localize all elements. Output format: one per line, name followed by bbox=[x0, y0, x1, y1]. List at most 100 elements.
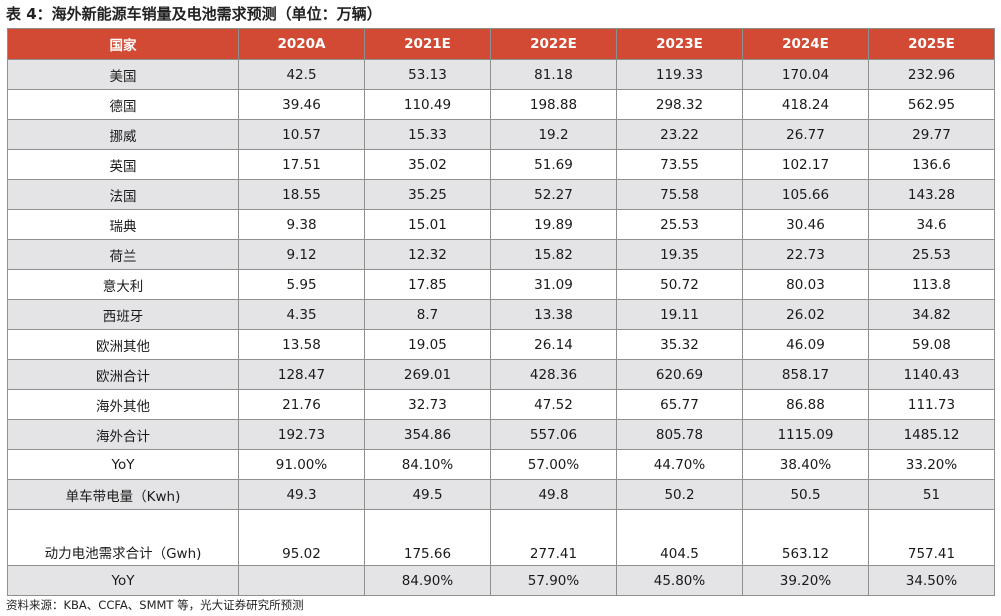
table-cell: 49.3 bbox=[238, 479, 365, 510]
table-cell: 31.09 bbox=[490, 269, 617, 300]
table-cell: 84.10% bbox=[364, 449, 491, 480]
table-cell: 404.5 bbox=[616, 509, 743, 566]
table-cell: 15.33 bbox=[364, 119, 491, 150]
table-cell: 19.89 bbox=[490, 209, 617, 240]
table-cell: 15.82 bbox=[490, 239, 617, 270]
table-cell: 91.00% bbox=[238, 449, 365, 480]
table-cell: 34.82 bbox=[868, 299, 995, 330]
table-row: 美国 42.5 53.13 81.18 119.33 170.04 232.96 bbox=[7, 59, 995, 90]
table-cell: 858.17 bbox=[742, 359, 869, 390]
table-cell: 49.8 bbox=[490, 479, 617, 510]
table-cell: 52.27 bbox=[490, 179, 617, 210]
row-label: 西班牙 bbox=[7, 299, 239, 330]
table-cell: 29.77 bbox=[868, 119, 995, 150]
table-cell: 9.12 bbox=[238, 239, 365, 270]
table-cell: 42.5 bbox=[238, 59, 365, 90]
table-body: 美国 42.5 53.13 81.18 119.33 170.04 232.96 德国 39.4… bbox=[7, 59, 995, 596]
table-cell: 38.40% bbox=[742, 449, 869, 480]
table-cell: 557.06 bbox=[490, 419, 617, 450]
table-cell: 17.85 bbox=[364, 269, 491, 300]
table-cell: 19.35 bbox=[616, 239, 743, 270]
column-header-year: 2024E bbox=[742, 28, 869, 60]
table-cell: 25.53 bbox=[616, 209, 743, 240]
table-cell: 30.46 bbox=[742, 209, 869, 240]
column-header-year: 2022E bbox=[490, 28, 617, 60]
table-cell: 1115.09 bbox=[742, 419, 869, 450]
table-row: 瑞典 9.38 15.01 19.89 25.53 30.46 34.6 bbox=[7, 209, 995, 240]
table-row: 意大利 5.95 17.85 31.09 50.72 80.03 113.8 bbox=[7, 269, 995, 300]
table-row: 挪威 10.57 15.33 19.2 23.22 26.77 29.77 bbox=[7, 119, 995, 150]
table-cell: 23.22 bbox=[616, 119, 743, 150]
table-row: 动力电池需求合计（Gwh) 95.02 175.66 277.41 404.5 563.1… bbox=[7, 509, 995, 566]
row-label: 法国 bbox=[7, 179, 239, 210]
table-cell: 65.77 bbox=[616, 389, 743, 420]
table-cell: 50.5 bbox=[742, 479, 869, 510]
table-cell: 1485.12 bbox=[868, 419, 995, 450]
table-cell: 143.28 bbox=[868, 179, 995, 210]
column-header-year: 2020A bbox=[238, 28, 365, 60]
table-cell: 232.96 bbox=[868, 59, 995, 90]
table-cell: 19.11 bbox=[616, 299, 743, 330]
table-cell: 428.36 bbox=[490, 359, 617, 390]
column-header-year: 2025E bbox=[868, 28, 995, 60]
table-cell: 170.04 bbox=[742, 59, 869, 90]
table-row: 欧洲合计 128.47 269.01 428.36 620.69 858.17 1140.4… bbox=[7, 359, 995, 390]
table-cell: 53.13 bbox=[364, 59, 491, 90]
table-cell: 175.66 bbox=[364, 509, 491, 566]
table-cell: 620.69 bbox=[616, 359, 743, 390]
table-cell: 13.58 bbox=[238, 329, 365, 360]
table-cell: 73.55 bbox=[616, 149, 743, 180]
table-cell: 35.02 bbox=[364, 149, 491, 180]
row-label: YoY bbox=[7, 565, 239, 596]
table-cell: 50.2 bbox=[616, 479, 743, 510]
table-row: 海外合计 192.73 354.86 557.06 805.78 1115.09 1485.… bbox=[7, 419, 995, 450]
row-label: 英国 bbox=[7, 149, 239, 180]
table-cell: 22.73 bbox=[742, 239, 869, 270]
table-cell: 51.69 bbox=[490, 149, 617, 180]
table-cell bbox=[238, 565, 365, 596]
table-cell: 563.12 bbox=[742, 509, 869, 566]
table-cell: 298.32 bbox=[616, 89, 743, 120]
table-cell: 13.38 bbox=[490, 299, 617, 330]
table-cell: 1140.43 bbox=[868, 359, 995, 390]
row-label: 荷兰 bbox=[7, 239, 239, 270]
table-cell: 105.66 bbox=[742, 179, 869, 210]
table-cell: 19.2 bbox=[490, 119, 617, 150]
table-cell: 47.52 bbox=[490, 389, 617, 420]
table-cell: 49.5 bbox=[364, 479, 491, 510]
table-cell: 198.88 bbox=[490, 89, 617, 120]
table-cell: 57.00% bbox=[490, 449, 617, 480]
row-label: 挪威 bbox=[7, 119, 239, 150]
table-cell: 35.25 bbox=[364, 179, 491, 210]
table-cell: 26.14 bbox=[490, 329, 617, 360]
row-label: 海外其他 bbox=[7, 389, 239, 420]
table-cell: 805.78 bbox=[616, 419, 743, 450]
table-cell: 59.08 bbox=[868, 329, 995, 360]
table-cell: 354.86 bbox=[364, 419, 491, 450]
table-row: 法国 18.55 35.25 52.27 75.58 105.66 143.28 bbox=[7, 179, 995, 210]
table-cell: 18.55 bbox=[238, 179, 365, 210]
table-cell: 75.58 bbox=[616, 179, 743, 210]
table-cell: 269.01 bbox=[364, 359, 491, 390]
column-header-year: 2023E bbox=[616, 28, 743, 60]
row-label: 海外合计 bbox=[7, 419, 239, 450]
table-cell: 39.46 bbox=[238, 89, 365, 120]
table-cell: 10.57 bbox=[238, 119, 365, 150]
table-row: 单车带电量（Kwh) 49.3 49.5 49.8 50.2 50.5 51 bbox=[7, 479, 995, 510]
table-cell: 34.50% bbox=[868, 565, 995, 596]
table-cell: 113.8 bbox=[868, 269, 995, 300]
table-cell: 757.41 bbox=[868, 509, 995, 566]
table-cell: 136.6 bbox=[868, 149, 995, 180]
table-cell: 5.95 bbox=[238, 269, 365, 300]
row-label: 欧洲合计 bbox=[7, 359, 239, 390]
table-cell: 34.6 bbox=[868, 209, 995, 240]
table-row: YoY 91.00% 84.10% 57.00% 44.70% 38.40% 33.20% bbox=[7, 449, 995, 480]
table-cell: 111.73 bbox=[868, 389, 995, 420]
table-cell: 192.73 bbox=[238, 419, 365, 450]
row-label: 意大利 bbox=[7, 269, 239, 300]
table-cell: 21.76 bbox=[238, 389, 365, 420]
source-note: 资料来源：KBA、CCFA、SMMT 等，光大证券研究所预测 bbox=[6, 598, 304, 612]
table-row: 英国 17.51 35.02 51.69 73.55 102.17 136.6 bbox=[7, 149, 995, 180]
table-cell: 50.72 bbox=[616, 269, 743, 300]
table-cell: 277.41 bbox=[490, 509, 617, 566]
